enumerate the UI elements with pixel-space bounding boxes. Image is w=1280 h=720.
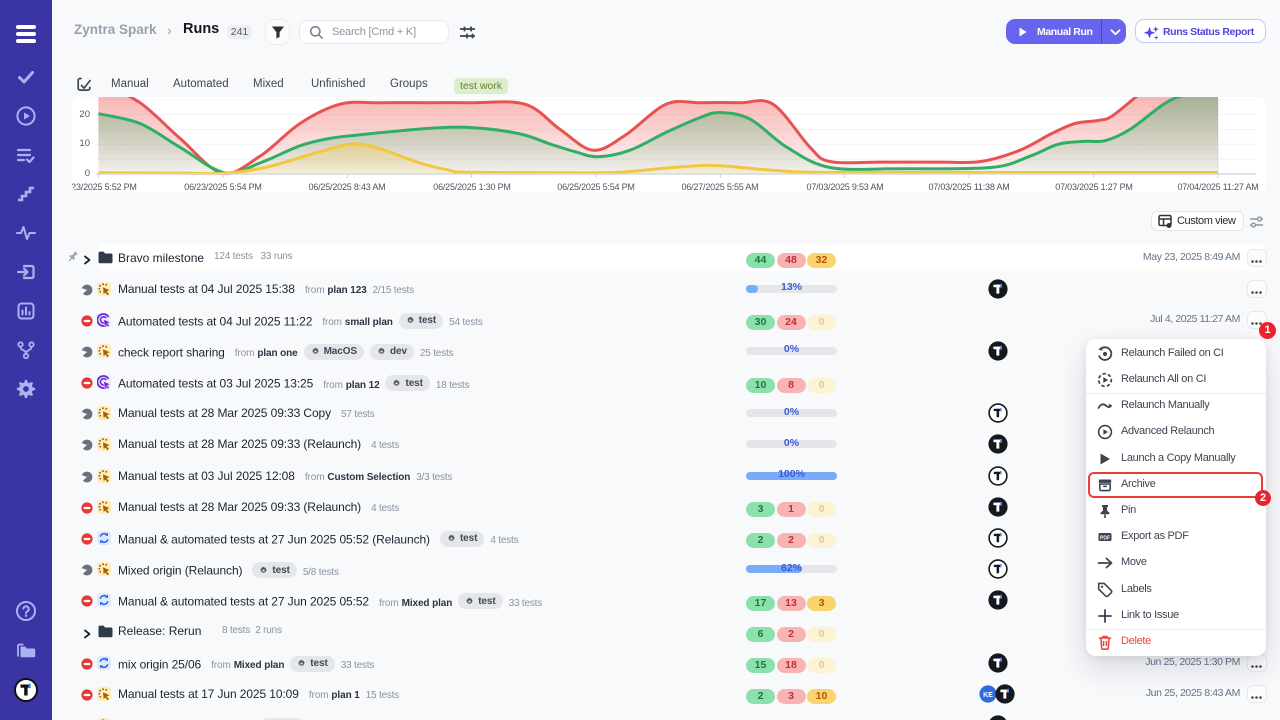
svg-text:PDF: PDF xyxy=(1100,536,1110,542)
svg-text:KE: KE xyxy=(983,692,993,699)
